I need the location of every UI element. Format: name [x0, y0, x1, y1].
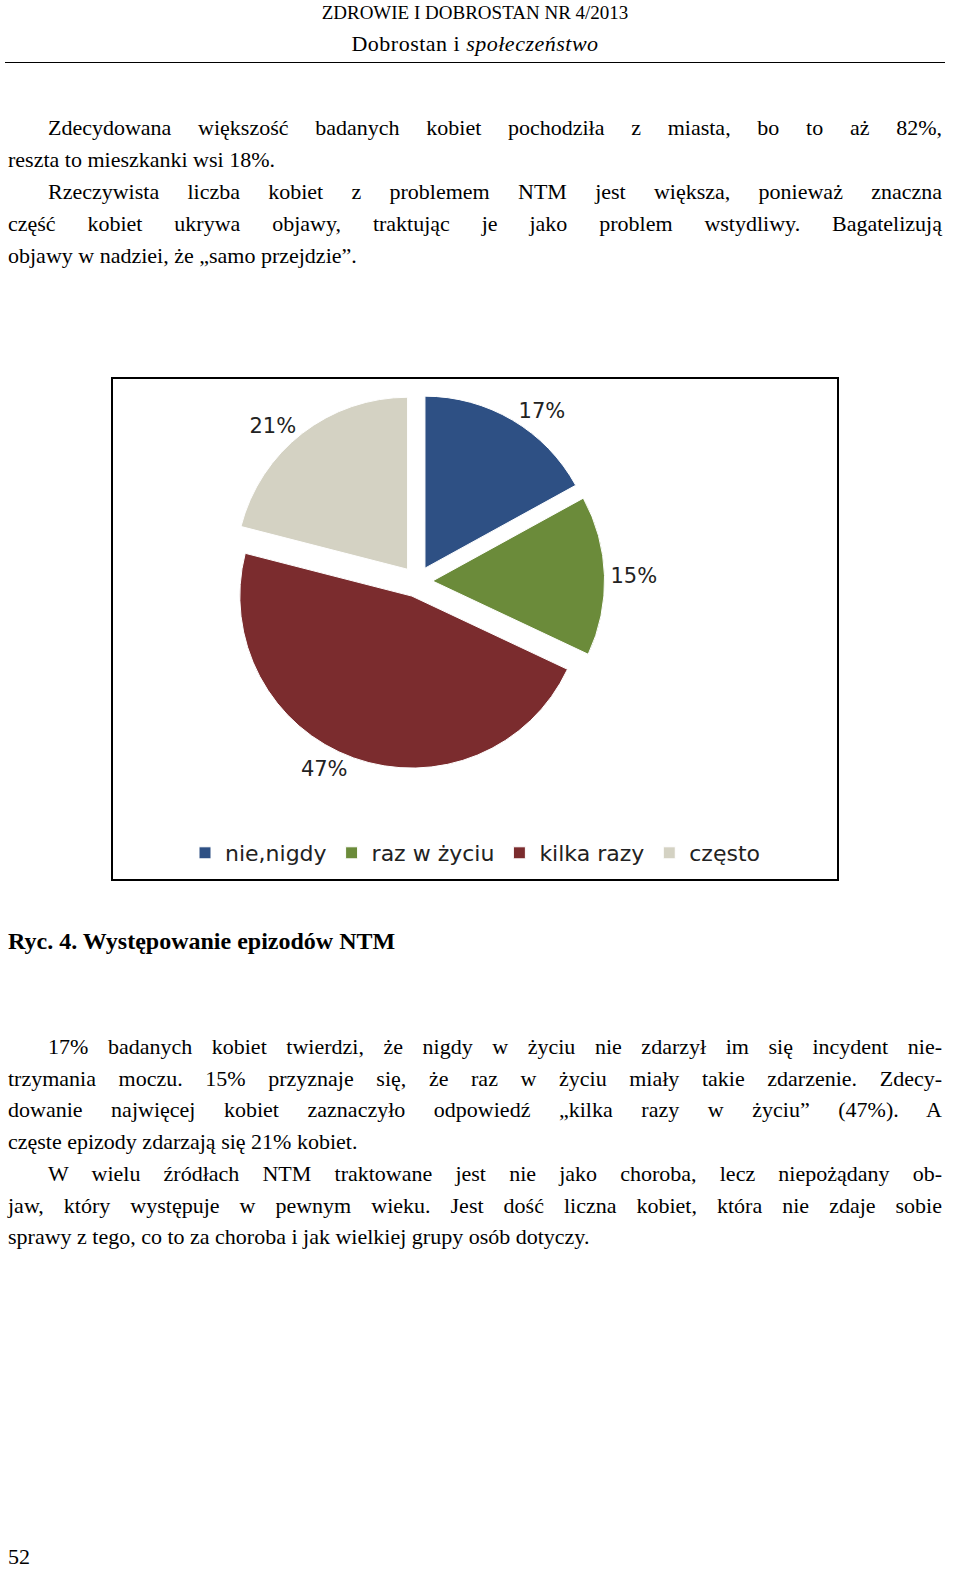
svg-text:21%: 21% [249, 414, 296, 438]
html-text:dowanie najwięcej kobiet zazna: dowanie najwięcej kobiet zaznaczyło odpo… [8, 1097, 942, 1123]
html-text:Zdecydowana większość badanych: Zdecydowana większość badanych kobiet po… [48, 115, 942, 140]
html-text:trzymania moczu. 15% przyznaje: trzymania moczu. 15% przyznaje się, że r… [8, 1065, 942, 1091]
svg-text:kilka razy: kilka razy [539, 841, 644, 866]
html-text:Dobrostan i społeczeństwo: Dobrostan i społeczeństwo [351, 31, 599, 56]
html-text:ZDROWIE I DOBROSTAN NR 4/2013: ZDROWIE I DOBROSTAN NR 4/2013 [321, 2, 629, 23]
svg-text:nie,nigdy: nie,nigdy [225, 841, 327, 866]
html-text:reszta to mieszkanki wsi 18%.: reszta to mieszkanki wsi 18%. [8, 147, 275, 172]
svg-text:15%: 15% [610, 564, 657, 588]
html-text:W wielu źródłach NTM traktowan: W wielu źródłach NTM traktowane jest nie… [48, 1160, 942, 1186]
html-text:Ryc. 4. Występowanie epizodów: Ryc. 4. Występowanie epizodów NTM [8, 928, 396, 954]
svg-text:często: często [689, 841, 760, 866]
svg-text:raz w życiu: raz w życiu [372, 841, 495, 866]
html-text:Rzeczywista liczba kobiet z pr: Rzeczywista liczba kobiet z problemem NT… [48, 179, 942, 204]
html-text:część kobiet ukrywa objawy, tr: część kobiet ukrywa objawy, traktując je… [8, 211, 942, 236]
html-text:objawy w nadziei, że „samo prz: objawy w nadziei, że „samo przejdzie”. [8, 243, 357, 268]
svg-text:47%: 47% [301, 757, 348, 781]
html-text:52: 52 [8, 1544, 30, 1569]
html-text:jaw, który występuje w pewnym: jaw, który występuje w pewnym wieku. Jes… [8, 1192, 942, 1218]
html-text:sprawy z tego, co to za chorob: sprawy z tego, co to za choroba i jak wi… [8, 1224, 590, 1250]
html-text:częste epizody zdarzają się 21: częste epizody zdarzają się 21% kobiet. [8, 1129, 358, 1155]
svg-text:17%: 17% [519, 399, 566, 423]
html-text:17% badanych kobiet twierdzi,: 17% badanych kobiet twierdzi, że nigdy w… [48, 1034, 942, 1059]
